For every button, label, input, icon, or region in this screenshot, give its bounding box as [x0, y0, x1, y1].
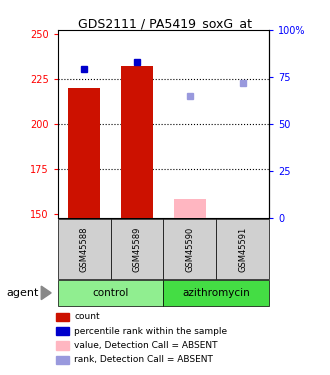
Text: GSM45591: GSM45591 — [238, 227, 247, 272]
Bar — [121, 66, 153, 218]
Text: percentile rank within the sample: percentile rank within the sample — [74, 327, 227, 336]
Bar — [68, 88, 100, 218]
Text: value, Detection Call = ABSENT: value, Detection Call = ABSENT — [74, 341, 218, 350]
Text: count: count — [74, 312, 100, 321]
Text: agent: agent — [7, 288, 39, 298]
Text: GDS2111 / PA5419_soxG_at: GDS2111 / PA5419_soxG_at — [78, 17, 252, 30]
Text: GSM45590: GSM45590 — [185, 227, 194, 272]
Text: GSM45588: GSM45588 — [80, 226, 89, 272]
Text: control: control — [92, 288, 129, 298]
Text: GSM45589: GSM45589 — [132, 226, 142, 272]
Polygon shape — [41, 286, 51, 300]
Text: azithromycin: azithromycin — [182, 288, 250, 298]
Bar — [174, 200, 206, 217]
Text: rank, Detection Call = ABSENT: rank, Detection Call = ABSENT — [74, 355, 213, 364]
